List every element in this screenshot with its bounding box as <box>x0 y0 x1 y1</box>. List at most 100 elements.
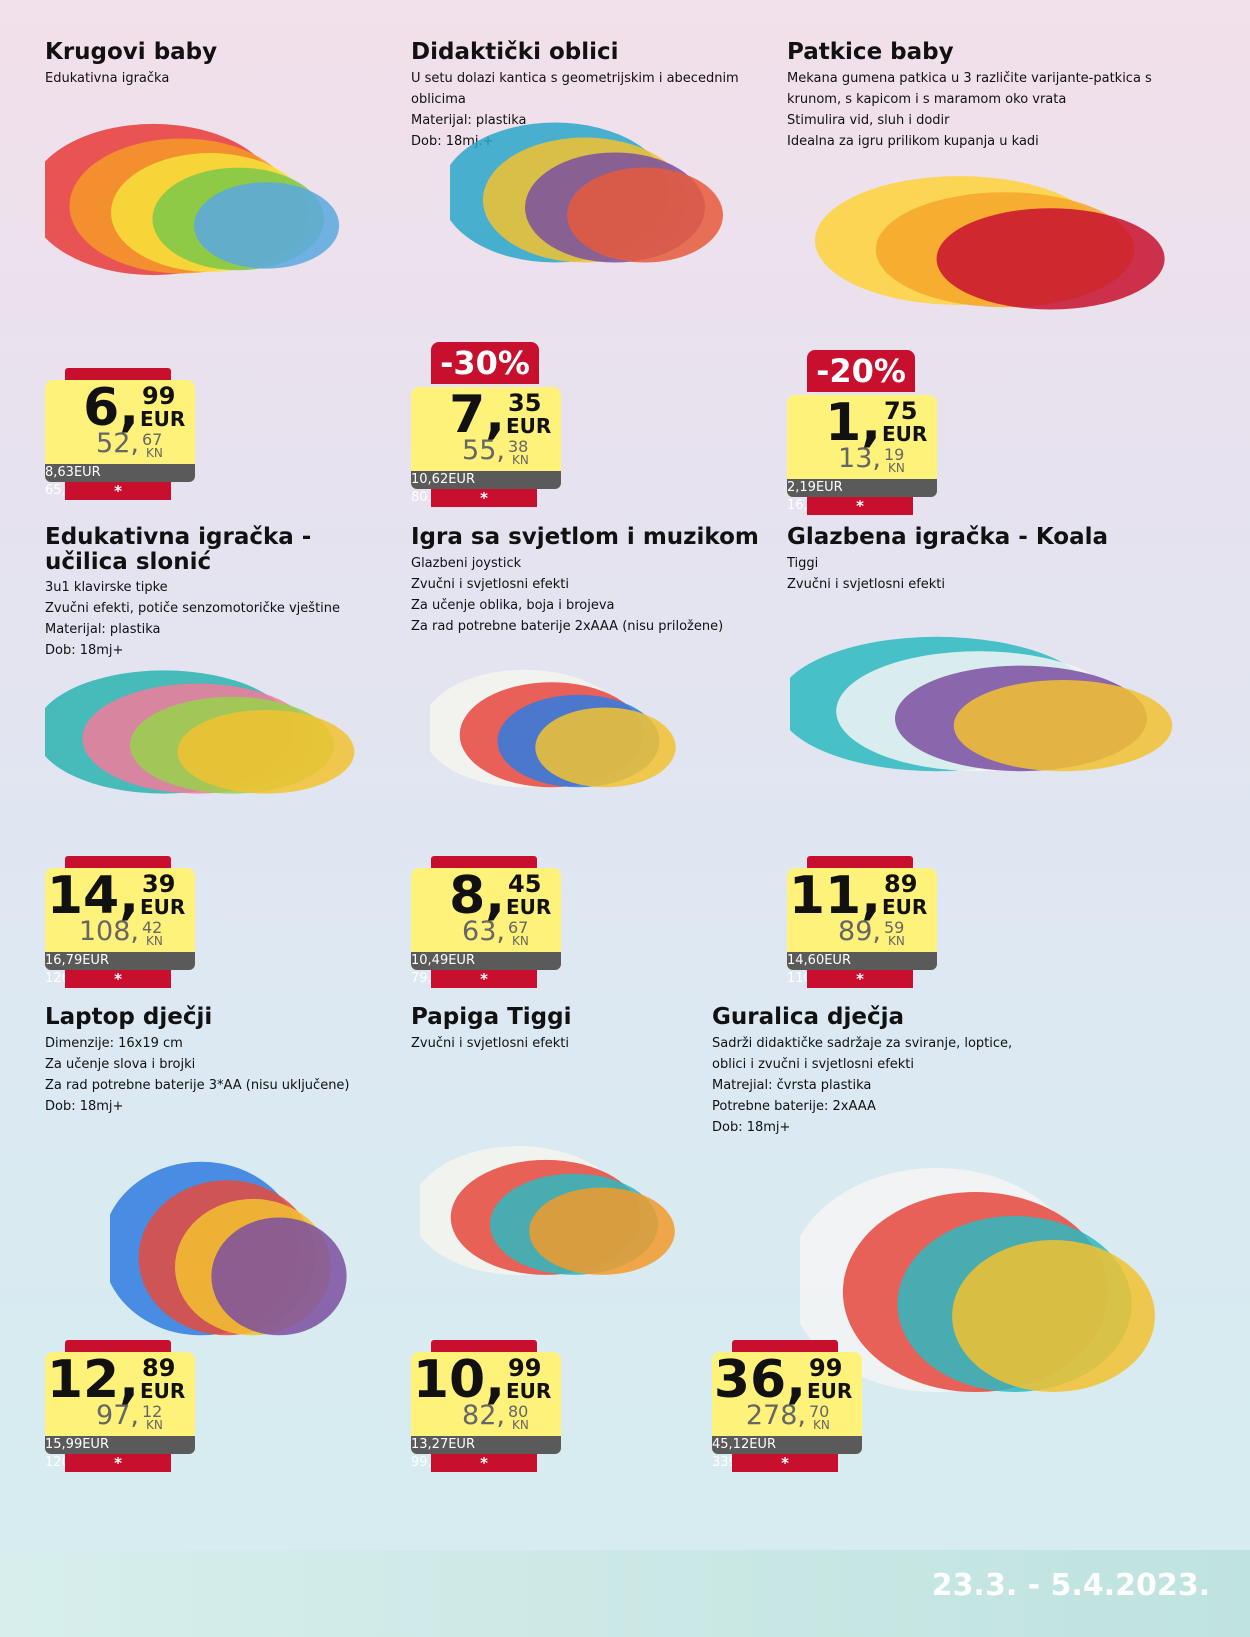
product-description: Materijal: plastika <box>411 113 527 128</box>
old-prices: 10,49EUR79,04KN <box>411 952 561 986</box>
kn-price-main: 13, <box>838 443 881 474</box>
tag-body <box>787 395 937 495</box>
kn-price-main: 55, <box>462 435 505 466</box>
price-cents: 99 <box>142 382 176 410</box>
price-cents: 89 <box>142 1354 176 1382</box>
product-description: Matrejial: čvrsta plastika <box>712 1078 872 1093</box>
product-description: Zvučni i svjetlosni efekti <box>411 577 570 592</box>
kn-price-main: 52, <box>96 428 139 459</box>
old-price-eur: 10,49EUR <box>411 953 475 968</box>
product-description: Zvučni i svjetlosni efekti <box>787 577 946 592</box>
product-title: Edukativna igračka - učilica slonić <box>45 524 312 575</box>
product-description: Zvučni efekti, potiče senzomotoričke vje… <box>45 601 341 616</box>
toy-shape <box>567 167 723 263</box>
old-prices: 16,79EUR126,50KN <box>45 952 195 986</box>
date-range: 23.3. - 5.4.2023. <box>931 1568 1210 1603</box>
kn-price-main: 89, <box>838 916 881 947</box>
price-cents: 35 <box>508 389 542 417</box>
footnote-mark: * <box>65 482 171 500</box>
kn-price-main: 97, <box>96 1400 139 1431</box>
kn-price-cents: 42 <box>142 918 163 937</box>
price-cents: 99 <box>809 1354 843 1382</box>
product-description: krunom, s kapicom i s maramom oko vrata <box>787 92 1067 107</box>
product-description: Sadrži didaktičke sadržaje za sviranje, … <box>712 1036 1013 1051</box>
kn-price-cents: 67 <box>508 918 529 937</box>
kn-price-main: 63, <box>462 916 505 947</box>
old-price-eur: 10,62EUR <box>411 472 475 487</box>
toy-shape <box>529 1187 675 1275</box>
footnote-mark: * <box>65 1454 171 1472</box>
currency: EUR <box>140 407 186 431</box>
product-image <box>800 1168 1155 1392</box>
toy-shape <box>535 707 676 788</box>
kn-price-cents: 38 <box>508 437 529 456</box>
price-cents: 45 <box>508 870 542 898</box>
kn-price-main: 82, <box>462 1400 505 1431</box>
product-title: Krugovi baby <box>45 39 218 65</box>
product-image <box>110 1161 347 1336</box>
product-description: Potrebne baterije: 2xAAA <box>712 1099 876 1114</box>
old-prices: 13,27EUR99,98KN <box>411 1436 561 1470</box>
currency: EUR <box>506 895 552 919</box>
old-prices: 14,60EUR110,00KN <box>787 952 937 986</box>
tag-body <box>411 868 561 968</box>
kn-price-cents: 67 <box>142 430 163 449</box>
kn-price-cents: 80 <box>508 1402 529 1421</box>
currency: EUR <box>506 1379 552 1403</box>
product-description: Stimulira vid, sluh i dodir <box>787 113 950 128</box>
toy-shape <box>177 710 355 794</box>
tag-body <box>45 868 195 968</box>
footnote-mark: * <box>431 489 537 507</box>
product-description: oblici i zvučni i svjetlosni efekti <box>712 1057 915 1072</box>
price-main: 11, <box>788 866 881 926</box>
product-description: Edukativna igračka <box>45 71 170 86</box>
kn-price-cents: 59 <box>884 918 905 937</box>
product-title: Guralica dječja <box>712 1004 905 1030</box>
product-description: Materijal: plastika <box>45 622 161 637</box>
toy-shape <box>953 680 1173 772</box>
old-price-eur: 15,99EUR <box>45 1437 109 1452</box>
product-image <box>45 123 340 276</box>
product-description: Za rad potrebne baterije 3*AA (nisu uklj… <box>45 1078 350 1093</box>
tag-strip <box>431 856 537 870</box>
tag-body <box>45 380 195 480</box>
product-image <box>815 176 1165 310</box>
old-price-eur: 16,79EUR <box>45 953 109 968</box>
tag-strip <box>431 1340 537 1354</box>
currency: EUR <box>882 422 928 446</box>
kn-currency: KN <box>813 1418 830 1432</box>
product-image <box>45 670 355 794</box>
footnote-mark: * <box>431 1454 537 1472</box>
toy-shape <box>193 182 340 269</box>
product-image <box>430 669 676 788</box>
old-price-eur: 13,27EUR <box>411 1437 475 1452</box>
toy-shape <box>936 208 1165 310</box>
footnote-mark: * <box>807 497 913 515</box>
price-main: 12, <box>46 1350 139 1410</box>
product-description: Dimenzije: 16x19 cm <box>45 1036 183 1051</box>
product-description: Za učenje slova i brojki <box>45 1057 196 1072</box>
price-cents: 89 <box>884 870 918 898</box>
old-price-eur: 8,63EUR <box>45 465 101 480</box>
discount-badge: -30% <box>431 342 539 384</box>
old-price-eur: 14,60EUR <box>787 953 851 968</box>
price-cents: 75 <box>884 397 918 425</box>
old-prices: 10,62EUR80,02KN <box>411 471 561 505</box>
product-title: Glazbena igračka - Koala <box>787 524 1109 550</box>
tag-strip <box>65 368 171 382</box>
tag-body <box>787 868 937 968</box>
old-prices: 45,12EUR339,96KN <box>712 1436 862 1470</box>
discount-badge: -20% <box>807 350 915 392</box>
kn-price-cents: 70 <box>809 1402 830 1421</box>
product-title: Igra sa svjetlom i muzikom <box>411 524 759 550</box>
tag-strip <box>807 856 913 870</box>
currency: EUR <box>140 895 186 919</box>
product-description: Za rad potrebne baterije 2xAAA (nisu pri… <box>411 619 724 634</box>
